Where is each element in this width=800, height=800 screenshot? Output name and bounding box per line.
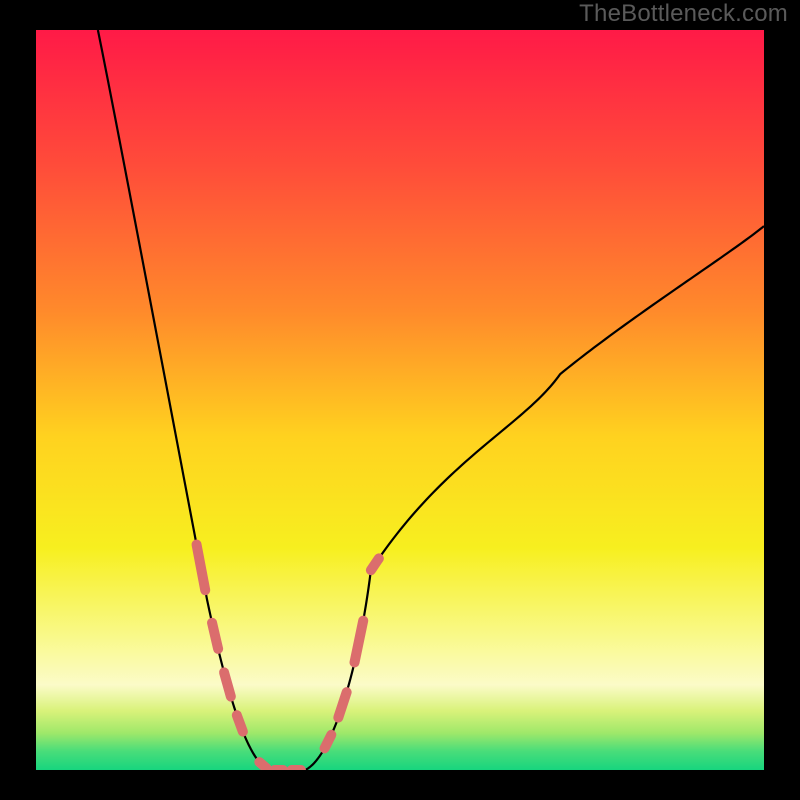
watermark-text: TheBottleneck.com: [579, 0, 788, 28]
bead-segment: [371, 558, 379, 570]
bead-segment: [237, 715, 243, 731]
chart-canvas: TheBottleneck.com: [0, 0, 800, 800]
bead-segment: [325, 735, 332, 749]
bead-segment: [259, 762, 267, 768]
plot-background-gradient: [36, 30, 764, 770]
bead-segment: [224, 672, 231, 696]
chart-svg: [0, 0, 800, 800]
bead-segment: [212, 623, 218, 649]
